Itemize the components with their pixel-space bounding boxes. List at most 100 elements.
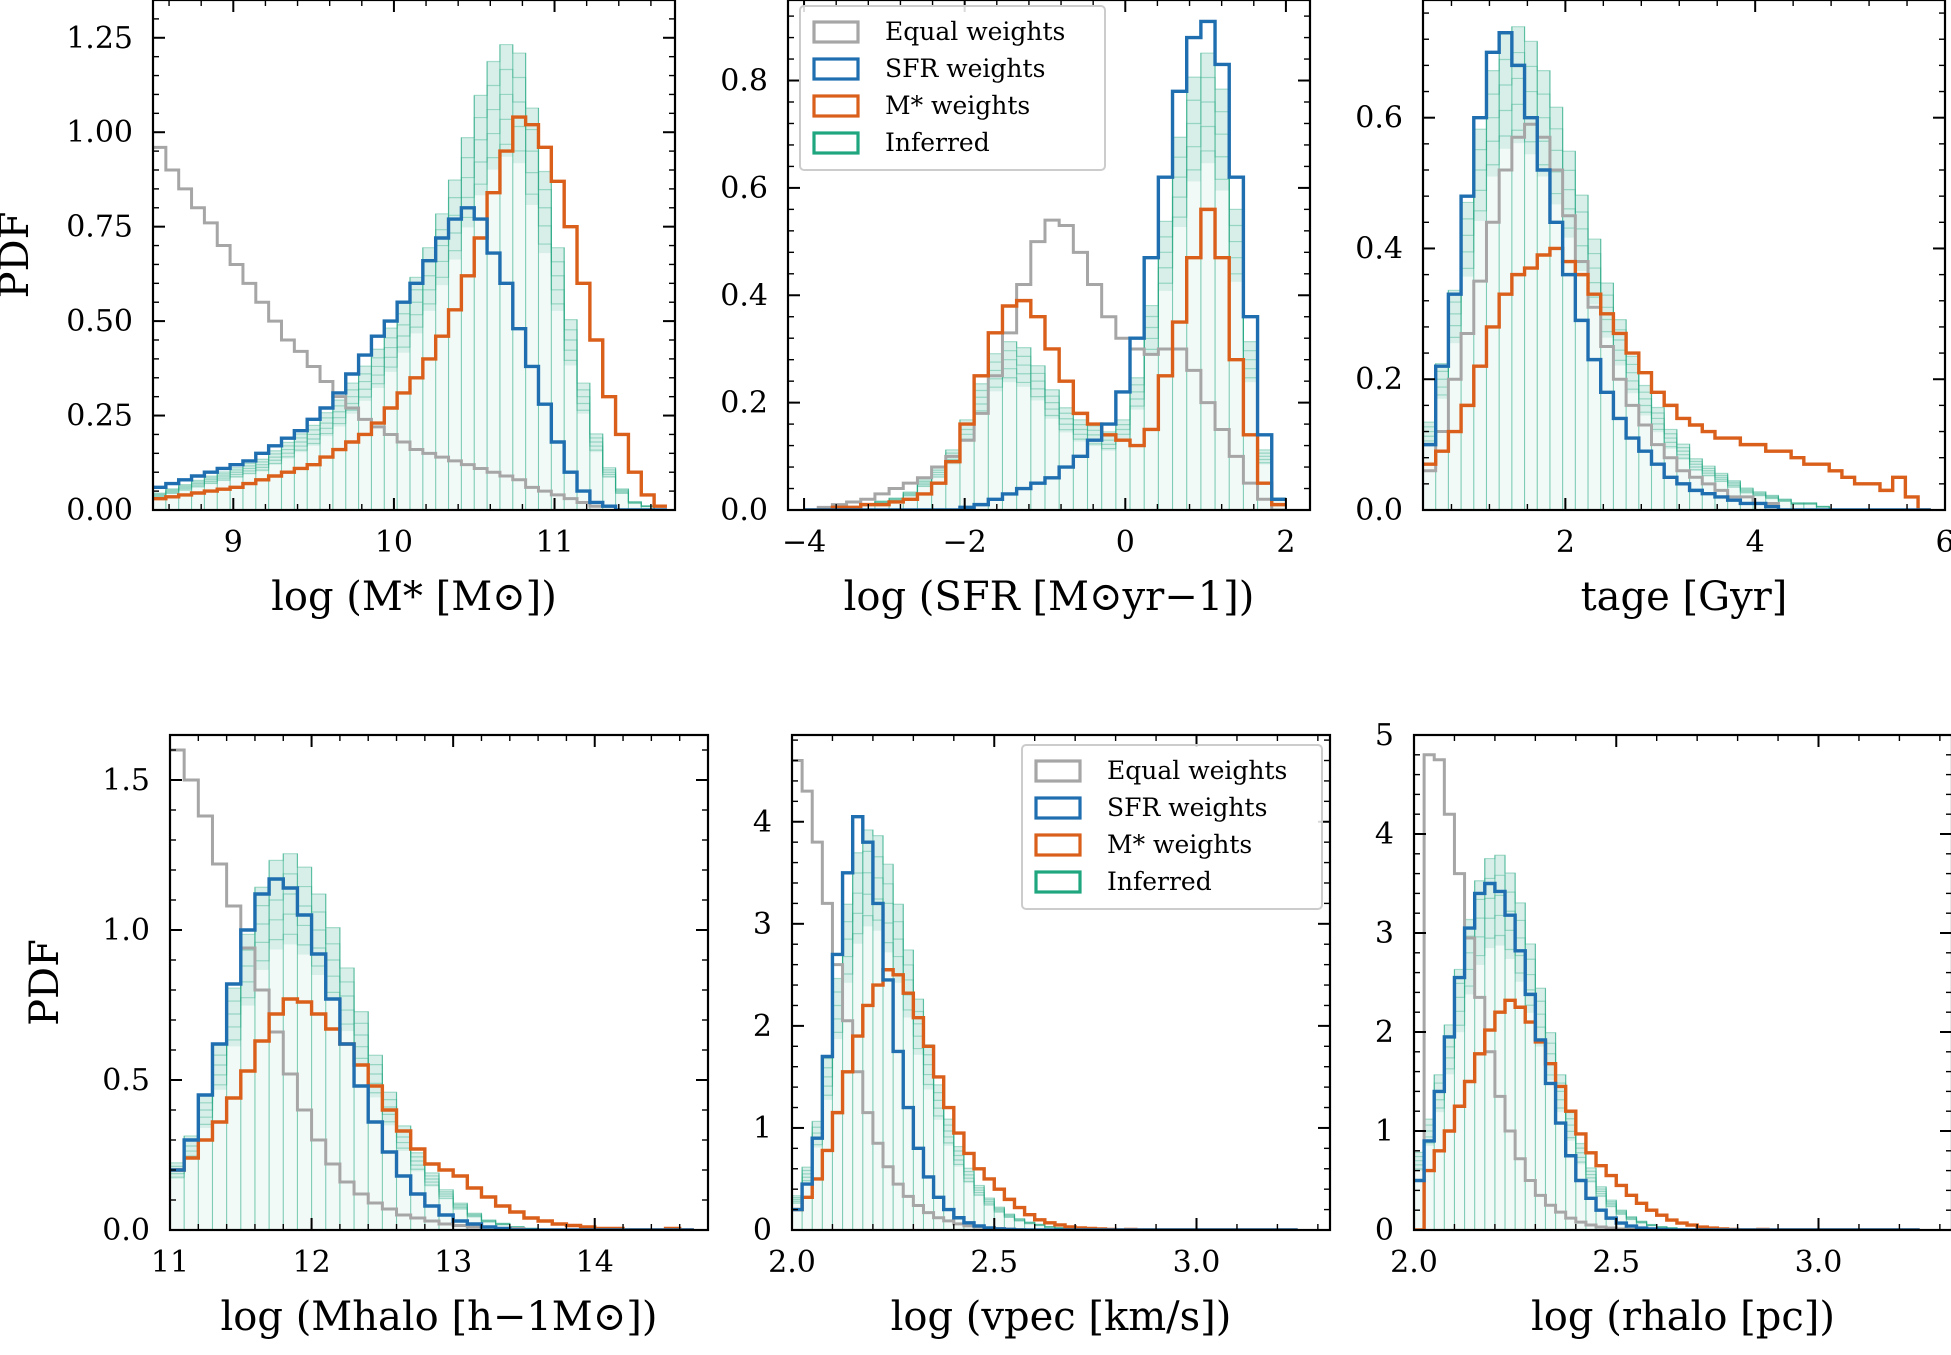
inferred-band	[1073, 419, 1088, 442]
inferred-fill	[240, 1005, 255, 1230]
inferred-fill	[1778, 501, 1792, 510]
inferred-fill	[1030, 400, 1045, 510]
x-tick-label: 3.0	[1795, 1245, 1843, 1280]
inferred-band	[577, 383, 590, 414]
inferred-fill	[1257, 464, 1272, 510]
inferred-fill	[1486, 176, 1500, 510]
inferred-fill	[1499, 148, 1512, 510]
inferred-fill	[1229, 281, 1244, 510]
inferred-fill	[1626, 393, 1639, 510]
inferred-band	[903, 949, 914, 1018]
y-tick-label: 0.8	[720, 64, 768, 99]
y-tick-label: 0.4	[720, 278, 768, 313]
inferred-fill	[1596, 1197, 1607, 1230]
x-tick-label: 14	[576, 1245, 614, 1280]
inferred-fill	[461, 227, 475, 510]
inferred-fill	[1434, 1112, 1445, 1230]
inferred-band	[889, 497, 904, 501]
inferred-band	[1537, 70, 1550, 177]
inferred-band	[812, 1121, 823, 1148]
inferred-band	[1803, 502, 1817, 505]
plot-area	[1423, 26, 1931, 510]
inferred-fill	[1087, 446, 1102, 510]
inferred-fill	[226, 1046, 241, 1230]
inferred-band	[994, 1207, 1005, 1213]
inferred-fill	[589, 452, 603, 510]
y-axis-label: PDF	[0, 212, 38, 299]
inferred-fill	[332, 426, 346, 510]
x-tick-label: 13	[434, 1245, 472, 1280]
inferred-fill	[1555, 1112, 1566, 1230]
inferred-band	[254, 887, 270, 970]
inferred-band	[1511, 26, 1525, 144]
legend-swatch-equal	[1034, 759, 1082, 783]
inferred-band	[461, 137, 475, 228]
inferred-fill	[1588, 304, 1601, 510]
inferred-fill	[368, 1097, 383, 1230]
inferred-fill	[1515, 981, 1526, 1230]
inferred-fill	[1461, 276, 1474, 510]
inferred-band	[1524, 41, 1538, 155]
y-tick-label: 0.2	[720, 386, 768, 421]
inferred-fill	[170, 1179, 185, 1230]
legend: Equal weights SFR weights M* weights Inferr…	[1021, 744, 1323, 910]
inferred-fill	[1537, 176, 1550, 510]
inferred-fill	[988, 391, 1003, 510]
inferred-fill	[397, 352, 410, 510]
inferred-fill	[1464, 994, 1475, 1230]
inferred-band	[481, 1219, 496, 1223]
inferred-band	[283, 853, 298, 945]
inferred-band	[320, 412, 333, 437]
inferred-band	[1585, 1167, 1597, 1183]
inferred-band	[269, 860, 284, 950]
inferred-fill	[1565, 1140, 1576, 1230]
inferred-band	[1562, 151, 1576, 238]
legend-label: SFR weights	[885, 54, 1045, 83]
inferred-band	[802, 1167, 813, 1183]
inferred-fill	[198, 1128, 213, 1230]
inferred-realization	[1414, 854, 1920, 1230]
x-tick-label: 9	[224, 525, 243, 560]
inferred-realization	[1414, 914, 1920, 1230]
inferred-band	[191, 480, 205, 488]
inferred-band	[1525, 943, 1536, 1013]
inferred-band	[1034, 1224, 1045, 1226]
inferred-band	[984, 1197, 995, 1206]
legend-label: M* weights	[1107, 830, 1252, 859]
inferred-fill	[842, 982, 853, 1230]
x-tick-label: 2.0	[768, 1245, 816, 1280]
inferred-fill	[382, 1125, 397, 1230]
inferred-fill	[1600, 337, 1614, 510]
inferred-band	[963, 1168, 975, 1184]
x-tick-label: 2	[1276, 525, 1295, 560]
inferred-band	[1651, 407, 1665, 433]
inferred-band	[893, 904, 904, 983]
inferred-fill	[311, 975, 326, 1230]
inferred-fill	[255, 471, 269, 510]
inferred-band	[1054, 1227, 1066, 1229]
inferred-band	[1486, 70, 1500, 177]
inferred-fill	[1044, 418, 1060, 510]
inferred-band	[852, 852, 863, 944]
inferred-band	[862, 829, 873, 927]
inferred-fill	[959, 441, 975, 510]
inferred-fill	[1158, 290, 1173, 510]
inferred-band	[1626, 1216, 1637, 1220]
plot-area	[792, 759, 1298, 1230]
inferred-band	[198, 1095, 213, 1128]
inferred-fill	[862, 926, 873, 1230]
inferred-band	[917, 479, 932, 488]
inferred-band	[178, 484, 192, 491]
inferred-fill	[191, 487, 205, 510]
inferred-fill	[525, 204, 539, 510]
inferred-fill	[409, 333, 423, 510]
inferred-band	[1200, 53, 1216, 164]
legend-box	[799, 5, 1106, 171]
y-tick-label: 2	[1375, 1015, 1394, 1050]
legend-label: SFR weights	[1107, 793, 1267, 822]
inferred-band	[953, 1146, 964, 1167]
x-tick-label: 12	[292, 1245, 330, 1280]
inferred-band	[1791, 502, 1804, 505]
inferred-fill	[281, 458, 295, 510]
inferred-band	[1414, 1152, 1425, 1172]
